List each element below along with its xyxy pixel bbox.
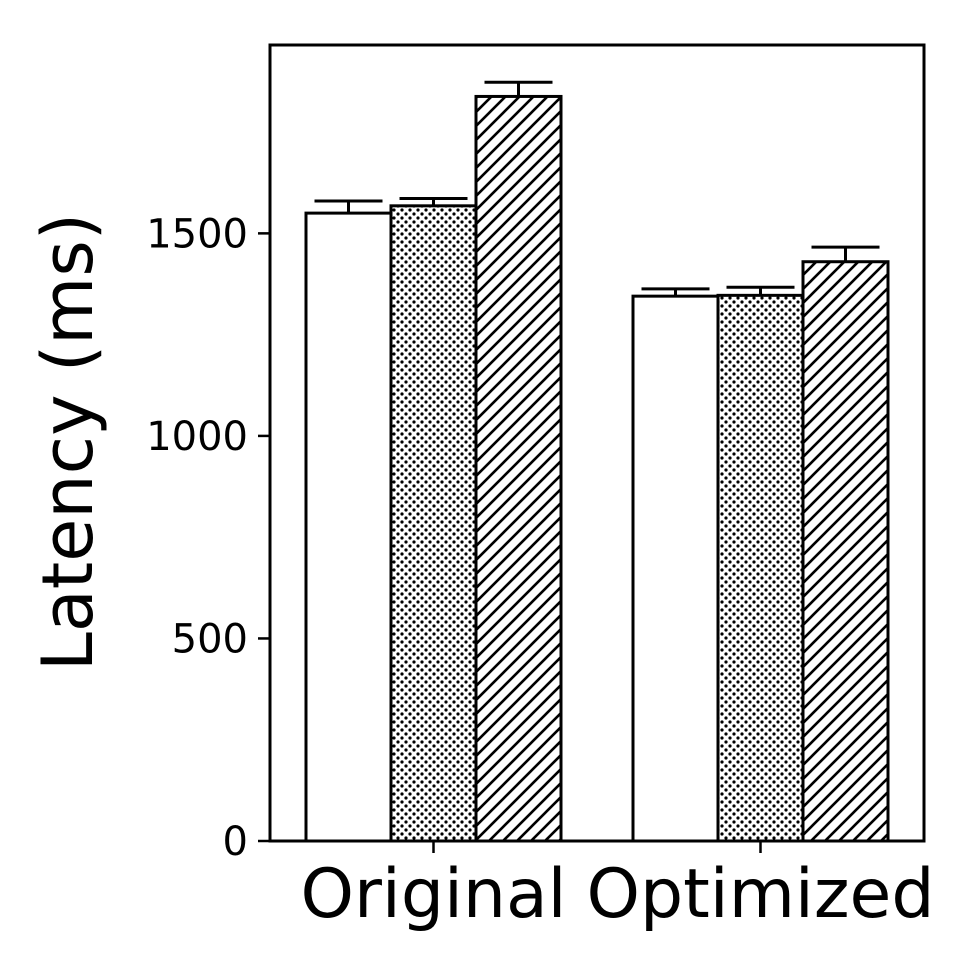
bar-original-2 [389, 204, 478, 843]
y-tick-label: 1000 [146, 414, 248, 460]
y-tick-label: 0 [223, 819, 248, 865]
bar-optimized-3 [801, 260, 890, 843]
plot-frame [268, 43, 926, 843]
y-tick-label: 500 [172, 616, 248, 662]
bar-original-1 [304, 211, 393, 843]
bar-optimized-1 [631, 294, 720, 843]
plot-area: 0 500 1000 1500 Original Optimized [146, 43, 935, 934]
y-axis-label: Latency (ms) [27, 213, 109, 671]
category-label-original: Original [300, 855, 566, 934]
category-label-optimized: Optimized [586, 855, 934, 934]
bar-optimized-2 [716, 293, 805, 843]
y-tick-label: 1500 [146, 211, 248, 257]
bar-original-3 [474, 94, 563, 843]
